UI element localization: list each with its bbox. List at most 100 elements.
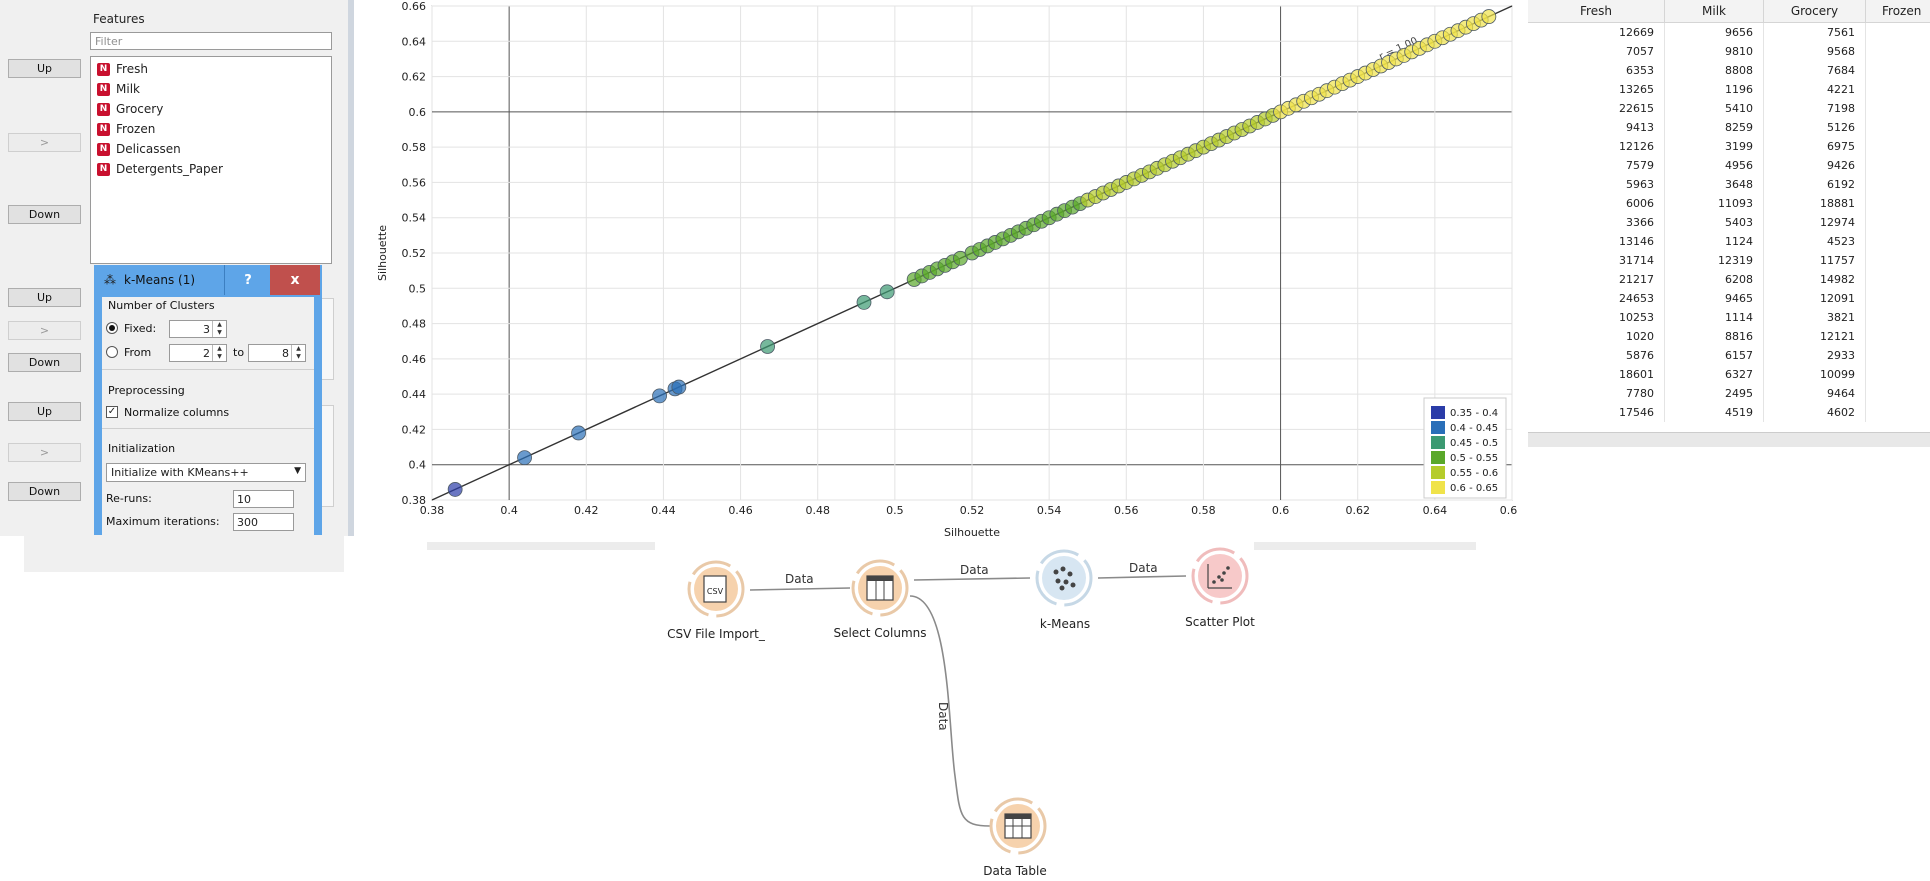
table-cell[interactable]: 4602 [1764,403,1866,422]
table-cell[interactable]: 4221 [1764,80,1866,99]
select-columns-node[interactable] [851,559,909,617]
table-cell[interactable]: 9465 [1665,289,1764,308]
csv-import-node[interactable]: CSV [687,560,745,618]
table-cell[interactable]: 18881 [1764,194,1866,213]
table-cell[interactable]: 22615 [1528,99,1665,118]
table-cell[interactable]: 6157 [1665,346,1764,365]
down-button-3[interactable]: Down [8,482,81,501]
column-header-grocery[interactable]: Grocery [1764,0,1866,23]
filter-input[interactable] [90,32,332,50]
data-table-node[interactable] [989,797,1047,855]
down-button-2[interactable]: Down [8,353,81,372]
data-point[interactable] [671,379,687,395]
spinner-arrows-icon[interactable]: ▲ ▼ [291,345,305,361]
column-header-fresh[interactable]: Fresh [1528,0,1665,23]
column-header-frozen[interactable]: Frozen [1866,0,1930,23]
edge-select-kmeans[interactable] [913,577,1031,581]
data-point[interactable] [1481,9,1497,24]
close-button[interactable]: x [270,265,320,295]
kmeans-titlebar[interactable]: ⁂ k-Means (1) ? x [94,265,322,297]
table-cell[interactable]: 9426 [1764,156,1866,175]
table-cell[interactable]: 4956 [1665,156,1764,175]
scatter-plot[interactable]: 0.380.38 0.4 0.4 0.42 0.42 0.44 0.44 0.46 0.46 0.… [372,0,1517,540]
fixed-radio[interactable] [106,322,118,334]
table-cell[interactable]: 3821 [1764,308,1866,327]
table-cell[interactable]: 1020 [1528,327,1665,346]
move-button-2[interactable]: > [8,321,81,340]
table-cell[interactable]: 13146 [1528,232,1665,251]
table-cell[interactable]: 3366 [1528,213,1665,232]
table-cell[interactable]: 3648 [1665,175,1764,194]
data-point[interactable] [447,482,463,497]
table-cell[interactable]: 1114 [1665,308,1764,327]
table-cell[interactable]: 9464 [1764,384,1866,403]
from-radio[interactable] [106,346,118,358]
move-button-3[interactable]: > [8,443,81,462]
table-cell[interactable]: 12319 [1665,251,1764,270]
table-cell[interactable]: 10099 [1764,365,1866,384]
table-cell[interactable]: 12091 [1764,289,1866,308]
list-item[interactable]: N Delicassen [97,140,181,158]
move-button-1[interactable]: > [8,133,81,152]
table-cell[interactable]: 3199 [1665,137,1764,156]
table-cell[interactable]: 1196 [1665,80,1764,99]
splitter[interactable] [348,0,354,536]
table-cell[interactable]: 8259 [1665,118,1764,137]
table-cell[interactable]: 5403 [1665,213,1764,232]
table-cell[interactable]: 8808 [1665,61,1764,80]
table-cell[interactable]: 11093 [1665,194,1764,213]
data-point[interactable] [879,284,895,300]
table-cell[interactable]: 7579 [1528,156,1665,175]
table-cell[interactable]: 13265 [1528,80,1665,99]
init-method-select[interactable]: Initialize with KMeans++ ▼ [106,463,306,482]
normalize-checkbox[interactable]: ✓ [106,406,118,418]
workflow-canvas[interactable]: CSV [0,536,1930,881]
table-cell[interactable]: 6006 [1528,194,1665,213]
table-cell[interactable]: 1124 [1665,232,1764,251]
table-cell[interactable]: 12974 [1764,213,1866,232]
from-spinner[interactable]: 2 ▲ ▼ [169,344,227,362]
table-cell[interactable]: 9656 [1665,23,1764,42]
table-cell[interactable]: 7057 [1528,42,1665,61]
table-cell[interactable]: 10253 [1528,308,1665,327]
column-header-milk[interactable]: Milk [1665,0,1764,23]
up-button-3[interactable]: Up [8,402,81,421]
table-cell[interactable]: 12669 [1528,23,1665,42]
table-cell[interactable]: 4523 [1764,232,1866,251]
table-cell[interactable]: 5876 [1528,346,1665,365]
edge-kmeans-scatter[interactable] [1097,575,1187,579]
down-button-1[interactable]: Down [8,205,81,224]
to-spinner[interactable]: 8 ▲ ▼ [248,344,306,362]
horizontal-scrollbar[interactable] [1528,432,1930,447]
spinner-arrows-icon[interactable]: ▲ ▼ [212,345,226,361]
list-item[interactable]: N Fresh [97,60,148,78]
list-item[interactable]: N Milk [97,80,140,98]
table-cell[interactable]: 4519 [1665,403,1764,422]
data-table[interactable]: Fresh Milk Grocery Frozen 12669 9656 7561 7… [1528,0,1930,450]
table-cell[interactable]: 12121 [1764,327,1866,346]
table-cell[interactable]: 6353 [1528,61,1665,80]
table-cell[interactable]: 6975 [1764,137,1866,156]
table-cell[interactable]: 7198 [1764,99,1866,118]
table-cell[interactable]: 2495 [1665,384,1764,403]
table-cell[interactable]: 17546 [1528,403,1665,422]
table-cell[interactable]: 11757 [1764,251,1866,270]
help-button[interactable]: ? [224,265,271,295]
fixed-clusters-spinner[interactable]: 3 ▲ ▼ [169,320,227,338]
list-item[interactable]: N Grocery [97,100,163,118]
data-point[interactable] [652,388,667,404]
data-point[interactable] [856,294,872,310]
feature-list[interactable]: N Fresh N Milk N Grocery N Frozen N Delicasse… [90,56,332,264]
edge-select-table[interactable] [909,595,991,827]
table-cell[interactable]: 6327 [1665,365,1764,384]
table-cell[interactable]: 5410 [1665,99,1764,118]
table-cell[interactable]: 9568 [1764,42,1866,61]
table-cell[interactable]: 5126 [1764,118,1866,137]
up-button-2[interactable]: Up [8,288,81,307]
table-cell[interactable]: 9810 [1665,42,1764,61]
list-item[interactable]: N Detergents_Paper [97,160,223,178]
table-cell[interactable]: 8816 [1665,327,1764,346]
list-item[interactable]: N Frozen [97,120,155,138]
table-cell[interactable]: 31714 [1528,251,1665,270]
table-cell[interactable]: 18601 [1528,365,1665,384]
